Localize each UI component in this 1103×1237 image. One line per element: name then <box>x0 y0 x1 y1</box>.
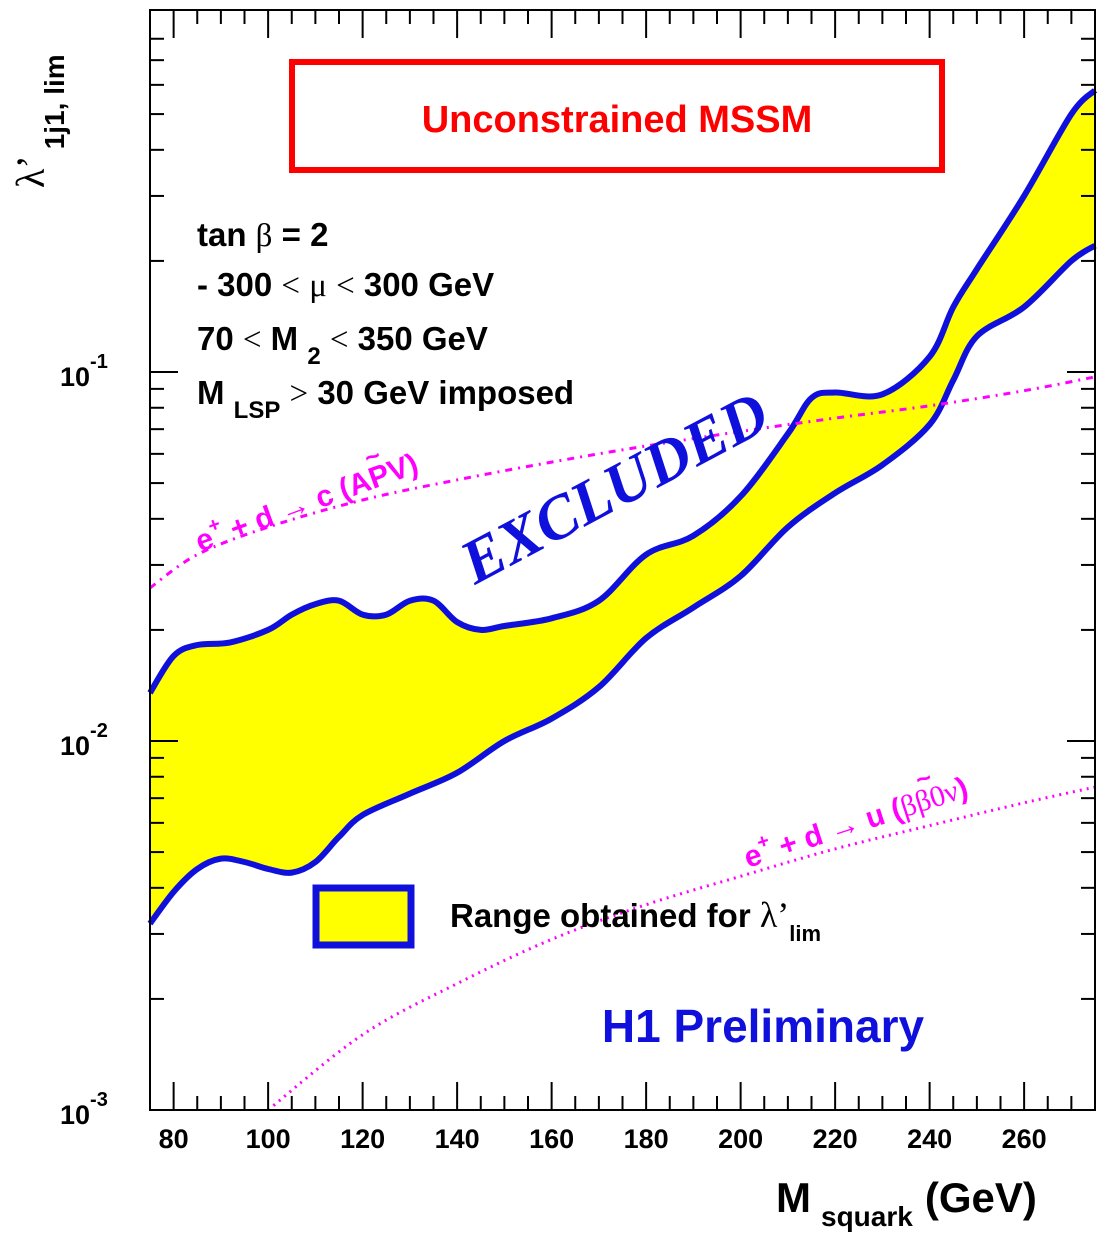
plot-frame <box>149 9 1096 1111</box>
y-tick-exponent: -2 <box>90 720 108 742</box>
y-tick-label: 10-3 <box>60 1089 108 1130</box>
param-mu-sp2 <box>327 266 336 303</box>
param-m2: 70 < M 2 < 350 GeV <box>197 320 488 370</box>
x-tick-label: 140 <box>435 1124 480 1154</box>
param-mlsp: M LSP > 30 GeV imposed <box>197 374 574 424</box>
x-tick-label: 180 <box>624 1124 669 1154</box>
param-tanbeta-beta: β <box>256 218 273 254</box>
axis-ticks: 80 100 120 140 160 180 200 220 240 26010-110-210-… <box>60 10 1095 1154</box>
y-axis-label: λ’ 1j1, lim <box>8 54 70 188</box>
x-tick-label: 240 <box>907 1124 952 1154</box>
param-m2-lt1: < <box>243 322 262 358</box>
y-tick-label: 10-1 <box>60 351 108 392</box>
x-axis-label-main: M <box>776 1174 811 1221</box>
x-tick-label: 80 <box>159 1124 189 1154</box>
param-m2-m: M <box>262 320 308 357</box>
band-fill <box>150 90 1095 924</box>
x-tick-label: 100 <box>246 1124 291 1154</box>
band-lower-edge <box>147 243 1097 926</box>
param-m2-b: 350 GeV <box>348 320 487 357</box>
title-box <box>289 59 945 173</box>
param-mu-mu: μ <box>309 268 327 304</box>
param-mu-sp1 <box>300 266 309 303</box>
bb0v-label: e+ + d → u (ββ0ν) ~ <box>734 750 980 875</box>
param-mlsp-sub: LSP <box>234 397 281 424</box>
x-axis-label-sub: squark <box>821 1201 913 1232</box>
y-axis-label-sub: 1j1, lim <box>39 54 70 149</box>
y-tick-exponent: -3 <box>90 1089 108 1111</box>
x-tick-label: 160 <box>529 1124 574 1154</box>
y-tick-label: 10-2 <box>60 720 108 761</box>
apv-label: e+ + d → c (APV) ~ <box>184 426 430 559</box>
chart-title: Unconstrained MSSM <box>422 99 813 141</box>
y-axis-label-main: λ’ <box>8 155 53 188</box>
legend-label-main: Range obtained for <box>450 897 760 934</box>
param-m2-a: 70 <box>197 320 243 357</box>
param-tanbeta-pre: tan <box>197 216 256 253</box>
y-tick-base: 10 <box>60 1100 90 1130</box>
legend-label-lambda: λ’ <box>760 895 789 935</box>
param-mu-lt1: < <box>281 268 300 304</box>
band-layer <box>147 88 1098 926</box>
apv-label-mid: + d <box>218 497 286 549</box>
legend-label-sub: lim <box>789 921 821 946</box>
param-mlsp-gt: > <box>290 376 309 412</box>
param-tanbeta: tan β = 2 <box>197 216 328 254</box>
param-mu-lt2: < <box>336 268 355 304</box>
param-mlsp-b: 30 GeV imposed <box>308 374 574 411</box>
param-m2-sp <box>321 320 330 357</box>
param-m2-sub: 2 <box>307 343 320 370</box>
param-mu-b: 300 GeV <box>355 266 494 303</box>
x-axis-label-unit: (GeV) <box>925 1174 1037 1221</box>
limit-curve-bb0v <box>267 785 1096 1112</box>
y-tick-base: 10 <box>60 362 90 392</box>
param-mlsp-m: M <box>197 374 234 411</box>
legend-label: Range obtained for λ’lim <box>450 895 821 946</box>
param-mlsp-sp <box>280 374 289 411</box>
param-m2-lt2: < <box>330 322 349 358</box>
band-upper-edge <box>147 88 1098 695</box>
h1-preliminary-label: H1 Preliminary <box>602 1000 925 1052</box>
y-tick-exponent: -1 <box>90 351 108 373</box>
legend-swatch <box>312 884 415 949</box>
y-tick-base: 10 <box>60 731 90 761</box>
param-mu-a: - 300 <box>197 266 281 303</box>
x-tick-label: 120 <box>340 1124 385 1154</box>
x-tick-label: 260 <box>1002 1124 1047 1154</box>
x-tick-label: 220 <box>813 1124 858 1154</box>
param-tanbeta-post: = 2 <box>272 216 328 253</box>
param-mu: - 300 < μ < 300 GeV <box>197 266 494 304</box>
x-tick-label: 200 <box>718 1124 763 1154</box>
